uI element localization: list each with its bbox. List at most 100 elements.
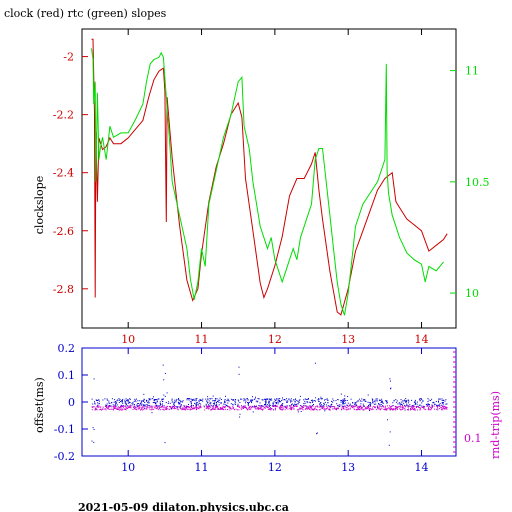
offset-point xyxy=(115,402,117,404)
offset-point xyxy=(195,398,197,400)
offset-point xyxy=(163,394,165,396)
offset-point xyxy=(255,396,256,398)
offset-point xyxy=(378,403,380,405)
roundtrip-point xyxy=(333,406,335,407)
offset-point xyxy=(272,402,274,404)
offset-point xyxy=(154,402,156,404)
offset-point xyxy=(399,403,401,405)
roundtrip-point xyxy=(341,409,342,411)
roundtrip-point xyxy=(250,405,252,407)
offset-point xyxy=(299,405,301,407)
offset-point xyxy=(118,398,120,400)
roundtrip-point xyxy=(214,409,216,411)
offset-point xyxy=(441,401,443,403)
roundtrip-point xyxy=(444,405,445,407)
roundtrip-point xyxy=(384,407,386,409)
roundtrip-point xyxy=(319,405,321,407)
offset-point xyxy=(129,398,131,400)
x-tick-label: 13 xyxy=(341,333,355,346)
roundtrip-point xyxy=(178,406,180,408)
roundtrip-point xyxy=(105,409,107,411)
offset-point xyxy=(199,398,201,400)
offset-point xyxy=(220,399,222,400)
offset-point xyxy=(244,399,246,401)
roundtrip-point xyxy=(308,408,310,409)
offset-point xyxy=(421,399,423,401)
x-tick-label: 13 xyxy=(341,461,355,474)
roundtrip-point xyxy=(310,407,312,409)
roundtrip-point xyxy=(390,407,392,409)
roundtrip-point xyxy=(222,408,224,409)
offset-point xyxy=(310,400,312,401)
roundtrip-point xyxy=(290,406,292,408)
roundtrip-point xyxy=(304,408,306,410)
offset-point xyxy=(208,400,210,402)
roundtrip-point xyxy=(186,406,188,408)
roundtrip-point xyxy=(264,407,266,408)
roundtrip-point xyxy=(298,409,300,411)
offset-point xyxy=(368,405,370,407)
roundtrip-point xyxy=(199,405,201,407)
roundtrip-point xyxy=(125,406,127,408)
roundtrip-point xyxy=(280,405,282,407)
offset-point xyxy=(286,401,288,403)
offset-point xyxy=(122,402,124,404)
offset-point xyxy=(352,402,354,404)
offset-point xyxy=(445,403,447,405)
offset-point xyxy=(238,400,240,402)
offset-point xyxy=(147,404,149,406)
offset-point xyxy=(282,403,284,404)
roundtrip-point xyxy=(108,408,110,410)
offset-point xyxy=(303,402,305,404)
roundtrip-point xyxy=(146,408,148,410)
offset-point xyxy=(351,405,353,407)
offset-point xyxy=(330,404,332,405)
offset-point xyxy=(178,403,180,405)
roundtrip-point xyxy=(446,408,448,410)
roundtrip-point xyxy=(270,408,272,410)
roundtrip-point xyxy=(105,405,107,407)
offset-point xyxy=(269,401,271,403)
roundtrip-point xyxy=(154,407,156,409)
roundtrip-point xyxy=(100,408,102,410)
roundtrip-point xyxy=(328,409,330,410)
roundtrip-point xyxy=(365,408,367,410)
offset-point xyxy=(122,398,124,400)
offset-point xyxy=(297,400,299,402)
offset-point xyxy=(390,388,391,390)
roundtrip-point xyxy=(93,406,95,408)
x-tick-label: 10 xyxy=(121,333,135,346)
offset-point xyxy=(110,405,112,407)
footer-text: 2021-05-09 dilaton.physics.ubc.ca xyxy=(78,501,289,512)
y-tick-label: -2.6 xyxy=(53,225,74,238)
roundtrip-point xyxy=(374,406,376,407)
roundtrip-point xyxy=(259,405,261,407)
offset-point xyxy=(253,405,255,407)
roundtrip-point xyxy=(389,408,391,410)
roundtrip-point xyxy=(369,405,371,407)
offset-point xyxy=(260,405,262,407)
x-tick-label: 12 xyxy=(268,333,282,346)
roundtrip-point xyxy=(404,408,406,410)
offset-point xyxy=(243,400,245,402)
offset-point xyxy=(294,401,296,403)
offset-point xyxy=(251,402,253,403)
offset-point xyxy=(295,404,297,406)
roundtrip-point xyxy=(217,406,218,408)
roundtrip-point xyxy=(271,405,273,407)
offset-point xyxy=(331,400,332,402)
offset-point xyxy=(209,398,211,399)
roundtrip-point xyxy=(426,405,428,407)
roundtrip-point xyxy=(370,407,372,409)
offset-point xyxy=(255,400,257,402)
offset-point xyxy=(335,400,337,402)
offset-point xyxy=(255,405,257,407)
offset-point xyxy=(129,398,131,400)
offset-point xyxy=(380,402,382,403)
roundtrip-point xyxy=(325,408,327,409)
roundtrip-point xyxy=(285,407,287,408)
offset-point xyxy=(373,403,375,405)
roundtrip-point xyxy=(400,406,402,408)
offset-point xyxy=(106,398,108,400)
roundtrip-point xyxy=(381,406,383,408)
